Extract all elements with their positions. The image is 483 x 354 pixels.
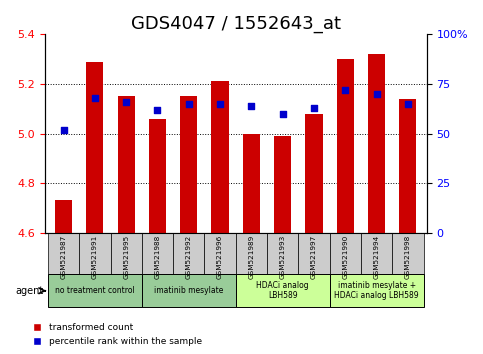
- Text: GSM521992: GSM521992: [186, 235, 192, 279]
- Text: agent: agent: [15, 286, 43, 296]
- Point: [216, 101, 224, 107]
- FancyBboxPatch shape: [236, 274, 329, 307]
- FancyBboxPatch shape: [142, 233, 173, 274]
- Point: [404, 101, 412, 107]
- FancyBboxPatch shape: [48, 233, 79, 274]
- Bar: [368, 54, 385, 233]
- Bar: [212, 81, 228, 233]
- Point: [122, 99, 130, 104]
- Point: [373, 91, 381, 97]
- Text: HDACi analog
LBH589: HDACi analog LBH589: [256, 281, 309, 301]
- FancyBboxPatch shape: [361, 233, 392, 274]
- FancyBboxPatch shape: [329, 233, 361, 274]
- FancyBboxPatch shape: [392, 233, 424, 274]
- Point: [310, 105, 318, 110]
- Text: GSM521998: GSM521998: [405, 235, 411, 279]
- FancyBboxPatch shape: [111, 233, 142, 274]
- Text: GSM521995: GSM521995: [123, 235, 129, 279]
- Text: GSM521987: GSM521987: [60, 235, 67, 279]
- Point: [341, 87, 349, 93]
- Point: [185, 101, 193, 107]
- Point: [91, 95, 99, 101]
- Point: [154, 107, 161, 113]
- FancyBboxPatch shape: [267, 233, 298, 274]
- Title: GDS4047 / 1552643_at: GDS4047 / 1552643_at: [131, 15, 341, 33]
- Text: no treatment control: no treatment control: [55, 286, 135, 295]
- FancyBboxPatch shape: [173, 233, 204, 274]
- Text: GSM521989: GSM521989: [248, 235, 255, 279]
- Text: GSM521996: GSM521996: [217, 235, 223, 279]
- Point: [60, 127, 68, 132]
- Bar: [399, 99, 416, 233]
- Text: GSM521991: GSM521991: [92, 235, 98, 279]
- Text: GSM521997: GSM521997: [311, 235, 317, 279]
- Bar: [117, 96, 135, 233]
- FancyBboxPatch shape: [236, 233, 267, 274]
- Point: [247, 103, 255, 109]
- Text: GSM521993: GSM521993: [280, 235, 285, 279]
- Text: imatinib mesylate: imatinib mesylate: [154, 286, 224, 295]
- FancyBboxPatch shape: [79, 233, 111, 274]
- FancyBboxPatch shape: [142, 274, 236, 307]
- Bar: [149, 119, 166, 233]
- Bar: [180, 96, 198, 233]
- FancyBboxPatch shape: [48, 274, 142, 307]
- FancyBboxPatch shape: [204, 233, 236, 274]
- Legend: transformed count, percentile rank within the sample: transformed count, percentile rank withi…: [28, 320, 205, 349]
- FancyBboxPatch shape: [298, 233, 329, 274]
- Text: imatinib mesylate +
HDACi analog LBH589: imatinib mesylate + HDACi analog LBH589: [334, 281, 419, 301]
- Text: GSM521994: GSM521994: [373, 235, 380, 279]
- Text: GSM521988: GSM521988: [155, 235, 160, 279]
- Text: GSM521990: GSM521990: [342, 235, 348, 279]
- Bar: [274, 136, 291, 233]
- Bar: [305, 114, 323, 233]
- FancyBboxPatch shape: [329, 274, 424, 307]
- Point: [279, 111, 286, 116]
- Bar: [337, 59, 354, 233]
- Bar: [86, 62, 103, 233]
- Bar: [243, 133, 260, 233]
- Bar: [55, 200, 72, 233]
